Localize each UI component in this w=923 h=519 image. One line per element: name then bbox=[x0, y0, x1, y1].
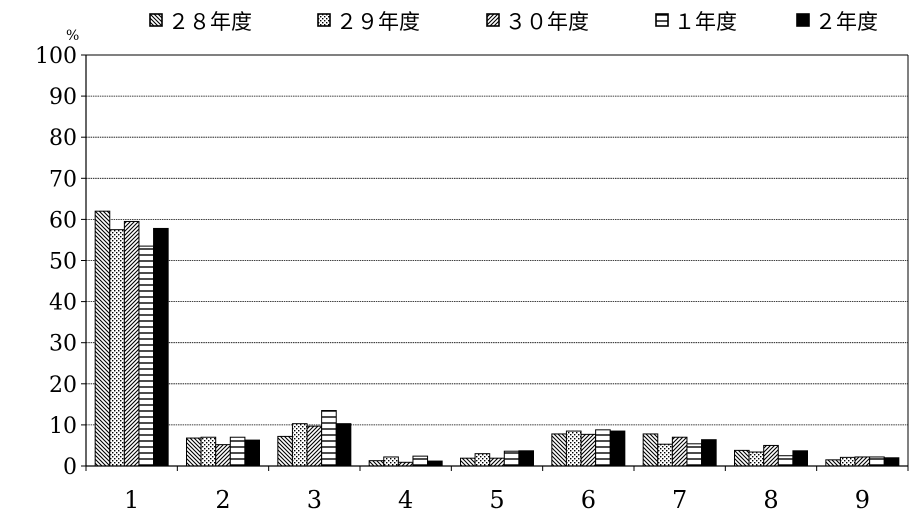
bar bbox=[460, 457, 476, 467]
bar bbox=[609, 430, 626, 467]
bar bbox=[854, 456, 871, 467]
bar bbox=[777, 455, 794, 467]
bar bbox=[642, 433, 659, 467]
series-3 bbox=[123, 220, 871, 467]
legend-item: ２８年度 bbox=[149, 10, 252, 34]
x-tick-label: 2 bbox=[215, 486, 230, 514]
x-tick-label: 3 bbox=[307, 486, 322, 514]
x-tick-label: 7 bbox=[672, 486, 687, 514]
legend-label: ２年度 bbox=[815, 10, 878, 34]
bar bbox=[671, 436, 688, 467]
bar bbox=[200, 436, 217, 467]
x-tick-label: 8 bbox=[763, 486, 778, 514]
bar bbox=[792, 450, 809, 467]
bar bbox=[277, 435, 293, 467]
y-unit-label: % bbox=[66, 28, 79, 44]
series-2 bbox=[109, 229, 856, 467]
bar bbox=[839, 456, 856, 467]
bar bbox=[551, 433, 567, 467]
bar bbox=[580, 433, 597, 467]
y-tick-label: 10 bbox=[49, 414, 77, 439]
bar bbox=[595, 429, 611, 467]
legend-swatch bbox=[796, 13, 810, 27]
bar bbox=[518, 450, 535, 467]
bar bbox=[748, 451, 765, 467]
bar bbox=[321, 410, 337, 467]
bar bbox=[383, 456, 399, 467]
y-tick-label: 70 bbox=[49, 167, 77, 192]
y-tick-label: 60 bbox=[49, 208, 77, 233]
bar bbox=[427, 460, 443, 467]
bar bbox=[503, 450, 520, 467]
bar bbox=[412, 455, 429, 467]
x-tick-label: 5 bbox=[489, 486, 504, 514]
bar bbox=[701, 439, 717, 467]
bar bbox=[883, 457, 900, 467]
bar bbox=[306, 425, 323, 467]
legend-item: ３０年度 bbox=[486, 10, 589, 34]
x-axis-labels: 1 2 3 4 5 6 7 8 9 bbox=[124, 486, 870, 514]
bar bbox=[244, 439, 260, 467]
x-tick-label: 1 bbox=[124, 486, 139, 514]
legend: ２８年度 ２９年度 ３０年度 １年度 ２年度 bbox=[149, 10, 878, 34]
bar bbox=[763, 444, 779, 467]
legend-label: ３０年度 bbox=[505, 10, 589, 34]
series-4 bbox=[138, 245, 885, 467]
legend-item: １年度 bbox=[655, 10, 737, 34]
bar bbox=[291, 423, 308, 467]
y-tick-label: 50 bbox=[49, 250, 77, 275]
bar bbox=[186, 437, 202, 467]
bar bbox=[474, 453, 491, 467]
legend-swatch bbox=[317, 13, 331, 27]
y-tick-label: 30 bbox=[49, 332, 77, 357]
bar bbox=[215, 444, 231, 467]
bar bbox=[368, 460, 385, 467]
bar bbox=[335, 423, 352, 467]
bar bbox=[489, 457, 505, 467]
series-1 bbox=[94, 210, 841, 467]
y-tick-label: 80 bbox=[49, 126, 77, 151]
y-axis-ticks: 0 10 20 30 40 50 60 70 80 90 100 bbox=[35, 44, 86, 480]
gridlines bbox=[86, 54, 908, 426]
legend-item: ２９年度 bbox=[317, 10, 420, 34]
y-tick-label: 40 bbox=[49, 291, 77, 316]
y-tick-label: 20 bbox=[49, 373, 77, 398]
y-tick-label: 90 bbox=[49, 85, 77, 110]
bar bbox=[565, 430, 582, 467]
x-tick-label: 9 bbox=[855, 486, 870, 514]
x-tick-label: 4 bbox=[398, 486, 413, 514]
series-5 bbox=[153, 227, 900, 467]
bar bbox=[123, 220, 140, 467]
bar bbox=[657, 443, 673, 467]
bar bbox=[734, 449, 750, 467]
legend-swatch bbox=[486, 13, 500, 27]
bar bbox=[686, 443, 703, 467]
legend-label: ２９年度 bbox=[336, 10, 420, 34]
bar bbox=[138, 245, 155, 467]
legend-item: ２年度 bbox=[796, 10, 878, 34]
x-tick-label: 6 bbox=[581, 486, 596, 514]
bar bbox=[229, 436, 246, 467]
legend-label: ２８年度 bbox=[168, 10, 252, 34]
bar bbox=[94, 210, 111, 467]
bar bbox=[109, 229, 125, 467]
legend-swatch bbox=[655, 13, 669, 27]
y-tick-label: 0 bbox=[63, 455, 77, 480]
bar bbox=[825, 459, 841, 467]
bars bbox=[94, 210, 900, 467]
legend-label: １年度 bbox=[674, 10, 737, 34]
bar bbox=[153, 227, 169, 467]
y-tick-label: 100 bbox=[35, 44, 77, 69]
axes bbox=[85, 54, 909, 471]
bar bbox=[869, 456, 885, 467]
legend-swatch bbox=[149, 13, 163, 27]
